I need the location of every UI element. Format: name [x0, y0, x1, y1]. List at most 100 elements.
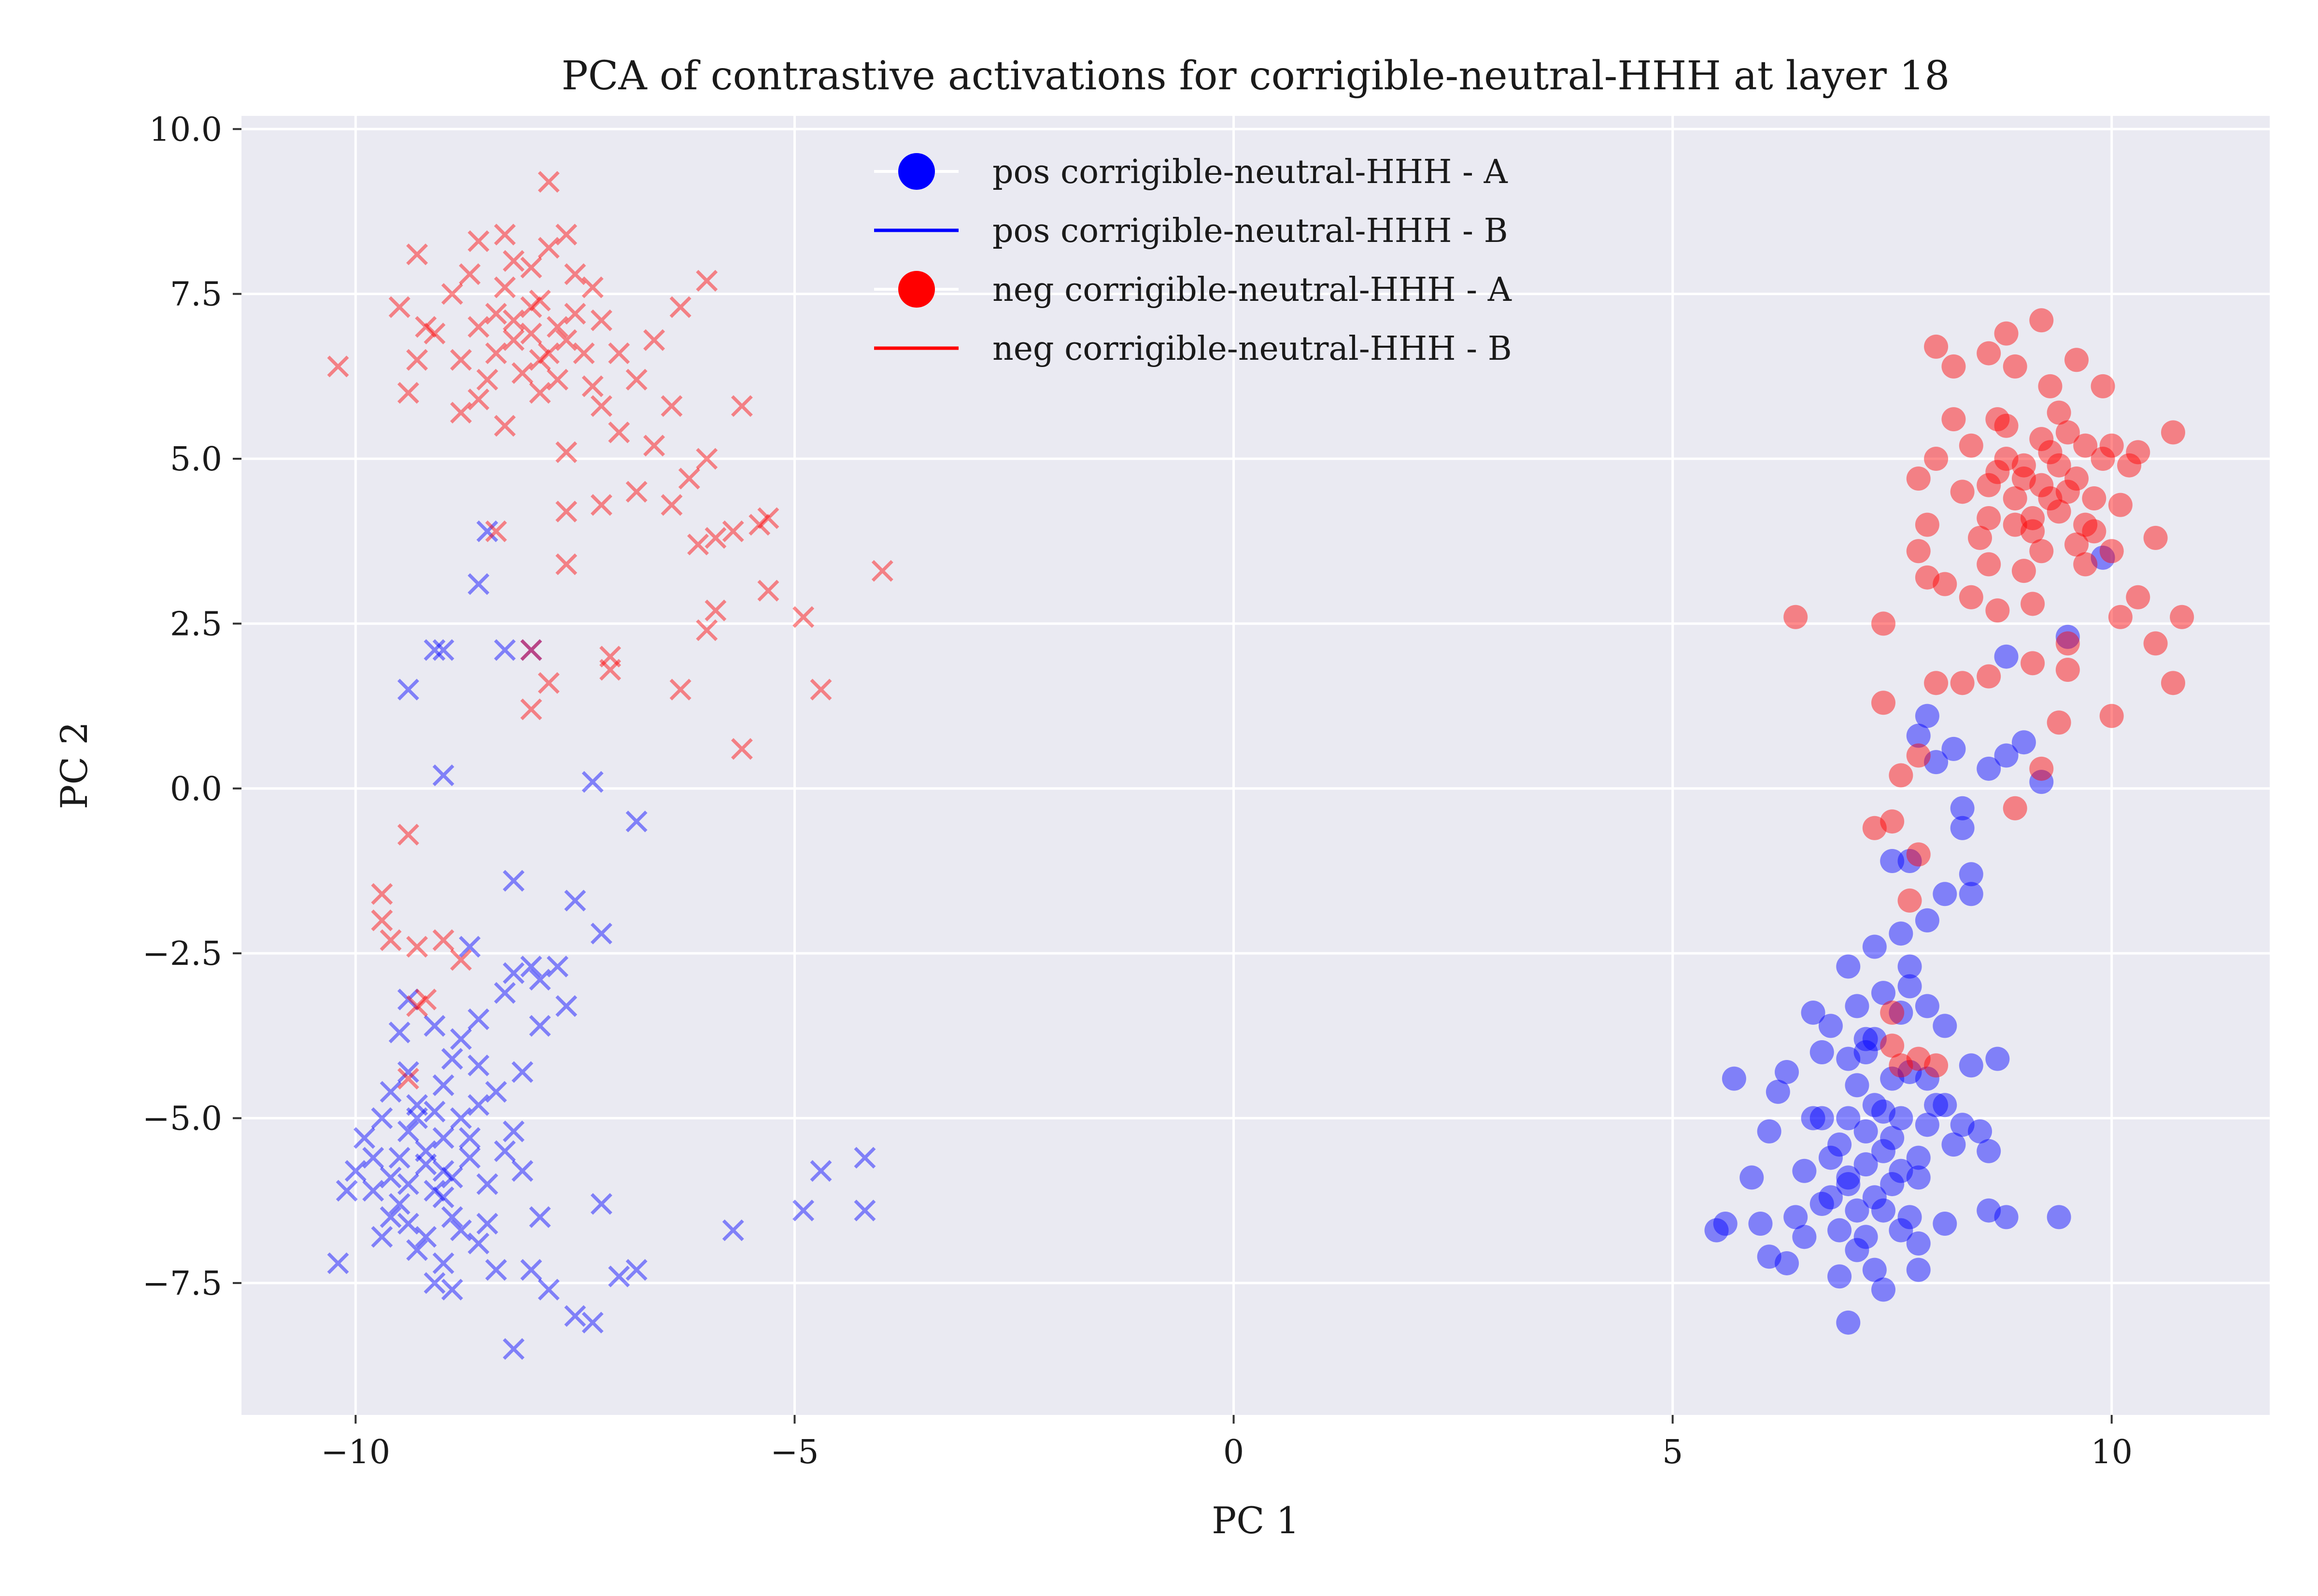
series-0-point: [1968, 1119, 1992, 1144]
series-1-point: [494, 1140, 516, 1162]
series-1-point: [362, 1180, 384, 1202]
x-tick-label: −10: [321, 1433, 391, 1471]
series-2-point: [2029, 427, 2054, 452]
series-3-point: [424, 323, 446, 345]
series-2-point: [2073, 552, 2098, 577]
series-2-point: [1977, 341, 2001, 366]
series-1-point: [424, 639, 446, 661]
series-2-point: [1977, 552, 2001, 577]
series-2-point: [2011, 466, 2036, 491]
series-3-point: [564, 303, 586, 325]
series-1-point: [529, 1206, 551, 1228]
x-tick-label: 0: [1223, 1433, 1244, 1471]
series-0-point: [1827, 1264, 1852, 1289]
series-0-point: [1862, 934, 1887, 959]
series-1-point: [564, 890, 586, 912]
series-1-point: [590, 1193, 612, 1215]
series-2-point: [1906, 1046, 1931, 1071]
series-1-point: [406, 1107, 428, 1130]
series-0-point: [2047, 1205, 2071, 1229]
series-3-point: [749, 514, 771, 536]
series-2-point: [1915, 512, 1939, 537]
series-1-point: [397, 1213, 419, 1235]
series-0-point: [1933, 1212, 1957, 1236]
series-1-point: [450, 1219, 472, 1242]
series-3-point: [731, 395, 753, 417]
series-0-point: [1950, 816, 1975, 840]
series-1-point: [432, 639, 454, 661]
series-1-point: [625, 1259, 648, 1281]
series-0-point: [1959, 862, 1983, 887]
series-3-point: [503, 250, 525, 272]
series-0-point: [1827, 1218, 1852, 1243]
series-2-point: [2073, 433, 2098, 458]
series-0-point: [1862, 1185, 1887, 1210]
series-0-point: [1757, 1119, 1781, 1144]
series-3-point: [476, 368, 498, 391]
x-axis-label: PC 1: [1212, 1499, 1300, 1542]
series-3-point: [503, 309, 525, 331]
series-0-point: [1897, 1205, 1922, 1229]
series-1-point: [424, 1180, 446, 1202]
series-1-point: [415, 1153, 437, 1175]
series-0-point: [1818, 1145, 1843, 1170]
series-1-point: [432, 1074, 454, 1096]
series-3-point: [608, 421, 630, 443]
series-0-point: [1906, 1145, 1931, 1170]
series-3-point: [573, 342, 595, 365]
series-2-point: [2082, 486, 2106, 510]
series-3-point: [625, 368, 648, 391]
series-3-point: [537, 171, 560, 193]
series-1-point: [388, 1021, 410, 1044]
series-2-point: [2029, 473, 2054, 497]
series-3-point: [555, 329, 578, 351]
series-3-point: [669, 296, 692, 318]
series-1-point: [450, 1028, 472, 1050]
series-1-point: [424, 1015, 446, 1037]
series-3-point: [871, 560, 893, 582]
series-3-point: [564, 263, 586, 285]
series-2-point: [2055, 631, 2080, 656]
series-0-point: [1836, 954, 1861, 979]
series-1-point: [441, 1279, 463, 1301]
series-0-point: [1897, 974, 1922, 999]
series-3-point: [467, 230, 490, 252]
series-0-point: [1704, 1218, 1729, 1243]
series-1-point: [722, 1219, 744, 1242]
series-1-point: [520, 639, 542, 661]
series-1-point: [406, 1094, 428, 1116]
series-2-point: [2055, 658, 2080, 682]
series-1-point: [555, 995, 578, 1017]
x-tick-label: −5: [770, 1433, 819, 1471]
series-1-point: [344, 1160, 367, 1182]
series-0-point: [1906, 723, 1931, 748]
series-0-point: [1915, 908, 1939, 932]
series-0-point: [1871, 1139, 1895, 1163]
series-0-point: [1906, 1257, 1931, 1282]
series-3-point: [696, 619, 718, 641]
series-1-point: [854, 1200, 876, 1222]
series-1-point: [503, 870, 525, 892]
series-2-point: [1880, 1033, 1905, 1058]
series-0-point: [2091, 545, 2115, 570]
series-3-point: [520, 296, 542, 318]
series-3-point: [441, 283, 463, 305]
series-2-point: [2108, 493, 2133, 517]
series-2-point: [1924, 1053, 1949, 1078]
series-0-point: [1862, 1027, 1887, 1051]
series-0-point: [1818, 1185, 1843, 1210]
series-0-point: [1889, 1106, 1913, 1130]
series-2-point: [1871, 611, 1895, 636]
series-0-point: [1880, 1066, 1905, 1091]
series-3-point: [467, 316, 490, 338]
series-1-point: [520, 1259, 542, 1281]
series-2-point: [1924, 447, 1949, 471]
series-0-point: [1985, 1046, 2010, 1071]
series-2-point: [2038, 486, 2063, 510]
plot-area: [241, 116, 2270, 1415]
series-0-point: [1809, 1192, 1834, 1216]
series-3-point: [590, 395, 612, 417]
series-1-point: [388, 1146, 410, 1169]
series-2-point: [2047, 499, 2071, 524]
series-0-point: [1977, 1198, 2001, 1223]
